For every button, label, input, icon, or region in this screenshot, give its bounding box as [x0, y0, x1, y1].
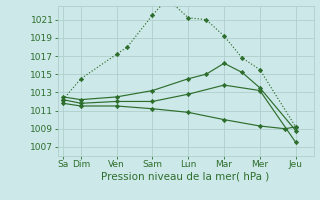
X-axis label: Pression niveau de la mer( hPa ): Pression niveau de la mer( hPa ): [101, 172, 270, 182]
